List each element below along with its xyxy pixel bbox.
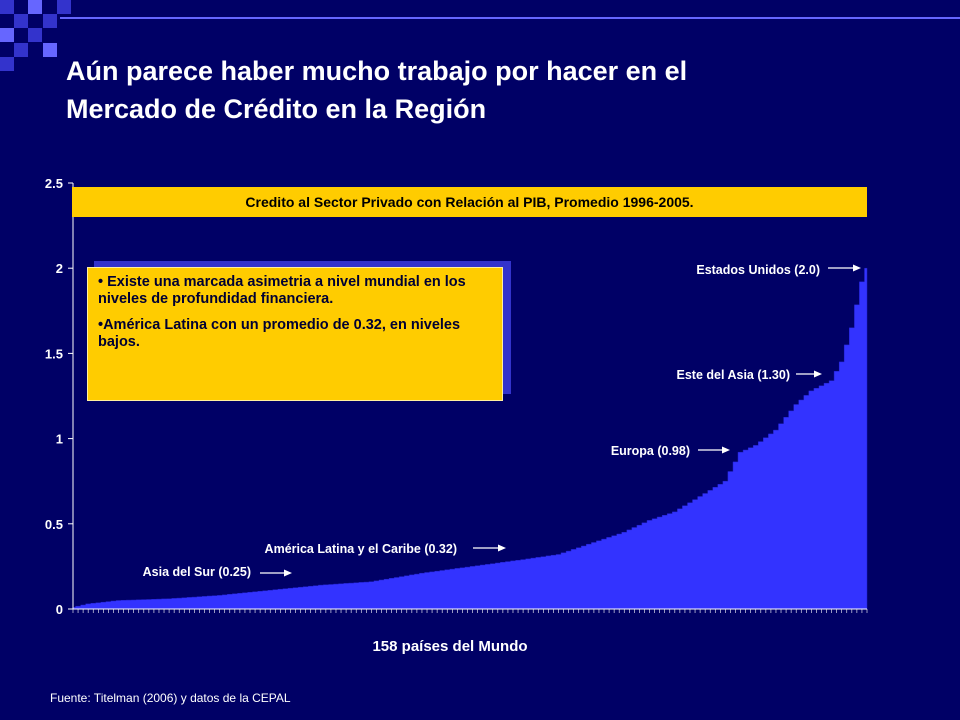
title-line-2: Mercado de Crédito en la Región	[66, 94, 487, 124]
annotation-arrowhead	[853, 264, 861, 272]
page-title: Aún parece haber mucho trabajo por hacer…	[66, 52, 926, 128]
chart-banner: Credito al Sector Privado con Relación a…	[72, 187, 867, 217]
annotation-label: Estados Unidos (2.0)	[696, 263, 820, 277]
annotation-label: Europa (0.98)	[611, 444, 690, 458]
annotation-arrowhead	[722, 446, 730, 454]
y-tick-label: 1.5	[45, 346, 63, 361]
credit-area-series	[72, 267, 868, 610]
x-axis-label: 158 países del Mundo	[372, 638, 528, 655]
y-tick-label: 1	[56, 432, 63, 447]
bullet-2: •América Latina con un promedio de 0.32,…	[98, 317, 461, 350]
annotation-label: Este del Asia (1.30)	[677, 368, 790, 382]
y-tick-label: 2.5	[45, 176, 63, 191]
bullet-1: • Existe una marcada asimetria a nivel m…	[98, 274, 466, 307]
annotation-arrowhead	[284, 569, 292, 577]
annotation-arrowhead	[498, 544, 506, 552]
annotation-label: Asia del Sur (0.25)	[143, 565, 251, 579]
note-box: • Existe una marcada asimetria a nivel m…	[87, 267, 503, 401]
y-tick-label: 0	[56, 602, 63, 617]
y-tick-label: 2	[56, 261, 63, 276]
annotation-arrowhead	[814, 370, 822, 378]
y-tick-label: 0.5	[45, 517, 63, 532]
title-line-1: Aún parece haber mucho trabajo por hacer…	[66, 56, 688, 86]
annotation-label: América Latina y el Caribe (0.32)	[265, 542, 457, 556]
source-note: Fuente: Titelman (2006) y datos de la CE…	[50, 691, 291, 705]
